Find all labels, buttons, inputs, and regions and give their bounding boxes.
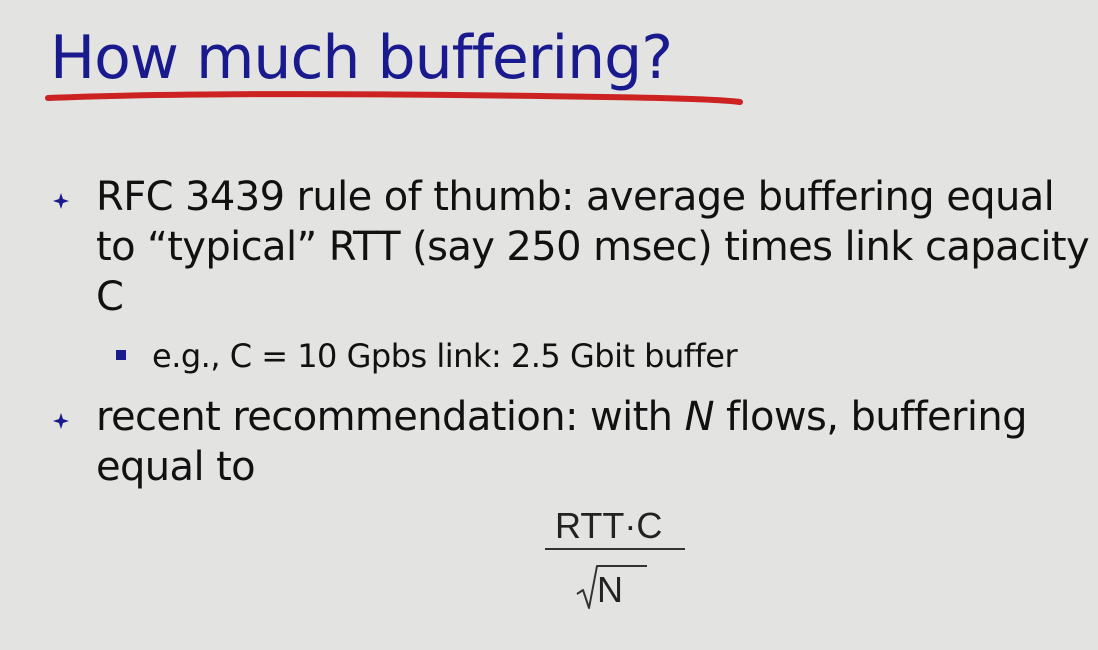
fraction-bar xyxy=(545,548,685,550)
bullet-rfc-rule: RFC 3439 rule of thumb: average bufferin… xyxy=(52,172,1092,322)
bullet-recent-recommendation: recent recommendation: with N flows, buf… xyxy=(52,392,1092,492)
formula-numerator: RTT·C xyxy=(555,505,663,546)
buffer-formula: RTT·C N xyxy=(545,500,685,620)
bullet-text: RFC 3439 rule of thumb: average bufferin… xyxy=(96,174,1090,320)
slide-title: How much buffering? xyxy=(50,23,673,93)
variable-n: N xyxy=(684,394,715,440)
sub-bullet-text: e.g., C = 10 Gpbs link: 2.5 Gbit buffer xyxy=(152,337,738,375)
diamond-bullet-icon xyxy=(53,193,69,209)
sub-bullet-example: e.g., C = 10 Gpbs link: 2.5 Gbit buffer xyxy=(114,334,1014,378)
formula-n: N xyxy=(597,569,623,610)
formula-denominator: N xyxy=(575,560,655,616)
square-root-icon xyxy=(576,565,647,609)
title-underline xyxy=(45,91,743,105)
square-bullet-icon xyxy=(116,350,126,360)
bullet-text-before: recent recommendation: with xyxy=(96,394,685,440)
bullet-text-after: flows, buffering equal to xyxy=(96,394,1027,490)
diamond-bullet-icon xyxy=(53,413,69,429)
bullet-text: recent recommendation: with N flows, buf… xyxy=(96,392,1092,492)
